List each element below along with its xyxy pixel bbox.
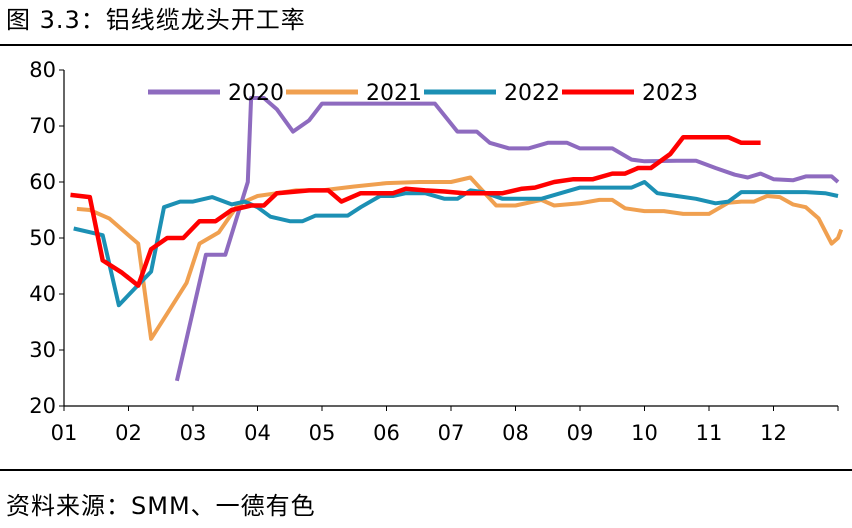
y-tick-label: 50 bbox=[29, 226, 56, 250]
y-tick-label: 30 bbox=[29, 338, 56, 362]
bottom-rule bbox=[0, 469, 852, 471]
x-tick-label: 11 bbox=[696, 421, 723, 445]
y-tick-label: 20 bbox=[29, 394, 56, 418]
x-tick-label: 10 bbox=[631, 421, 658, 445]
series-lines bbox=[70, 96, 844, 382]
x-tick-label: 08 bbox=[502, 421, 529, 445]
y-tick-label: 60 bbox=[29, 170, 56, 194]
series-line-2021 bbox=[76, 175, 844, 341]
legend-label-2022: 2022 bbox=[504, 81, 560, 106]
legend-label-2023: 2023 bbox=[642, 81, 698, 106]
x-tick-label: 09 bbox=[567, 421, 594, 445]
y-tick-label: 80 bbox=[29, 58, 56, 82]
x-tick-label: 02 bbox=[115, 421, 142, 445]
y-axis: 20 30 40 50 60 70 80 bbox=[29, 58, 65, 418]
y-tick-label: 70 bbox=[29, 114, 56, 138]
x-tick-label: 06 bbox=[373, 421, 400, 445]
x-tick-label: 12 bbox=[760, 421, 787, 445]
series-line-2022 bbox=[73, 180, 839, 308]
x-tick-label: 04 bbox=[244, 421, 271, 445]
legend: 2020 2021 2022 2023 bbox=[148, 81, 698, 106]
legend-label-2021: 2021 bbox=[366, 81, 422, 106]
series-line-2023 bbox=[70, 134, 761, 288]
series-line-2020 bbox=[174, 96, 840, 382]
figure-title: 图 3.3：铝线缆龙头开工率 bbox=[6, 6, 306, 34]
top-rule bbox=[0, 44, 852, 46]
x-tick-label: 05 bbox=[309, 421, 336, 445]
x-tick-label: 03 bbox=[180, 421, 207, 445]
source-note: 资料来源：SMM、一德有色 bbox=[6, 492, 316, 520]
x-axis: 01 02 03 04 05 06 07 08 09 10 11 12 bbox=[51, 405, 839, 445]
x-tick-label: 07 bbox=[438, 421, 465, 445]
legend-label-2020: 2020 bbox=[228, 81, 284, 106]
y-tick-label: 40 bbox=[29, 282, 56, 306]
x-tick-label: 01 bbox=[51, 421, 78, 445]
